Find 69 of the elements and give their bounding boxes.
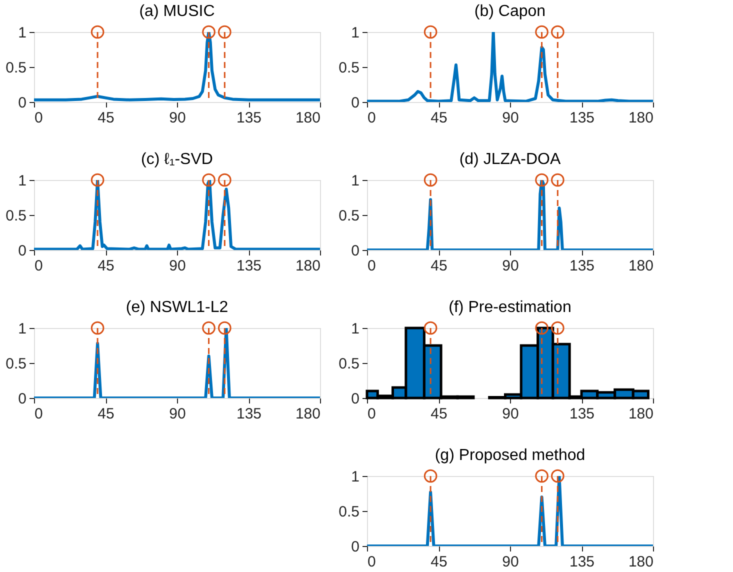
x-tick-label: 45 [430,110,448,126]
x-tick-label: 45 [98,406,114,422]
x-tick-label: 90 [502,110,519,126]
x-tick-label: 0 [368,554,376,570]
y-tick-label: 0 [18,390,26,408]
x-tick-label: 45 [98,258,114,274]
chart-title: (f) Pre-estimation [448,299,572,316]
x-tick-label: 90 [502,258,519,274]
x-tick-label: 90 [169,406,186,422]
y-tick-label: 1 [351,468,360,486]
y-tick-label: 0.5 [6,208,26,224]
x-tick-label: 180 [628,554,654,570]
line-series [34,328,320,398]
x-tick-label: 180 [628,258,654,274]
line-series [367,32,653,102]
x-tick-label: 180 [295,406,320,422]
y-tick-label: 0.5 [6,356,26,372]
line-series [34,32,320,102]
x-tick-label: 90 [502,406,519,422]
x-tick-label: 45 [430,406,448,422]
x-tick-label: 45 [430,258,448,274]
x-tick-label: 135 [236,258,262,274]
x-tick-label: 0 [34,258,43,274]
y-tick-label: 0 [18,94,26,112]
y-tick-label: 0.5 [338,208,360,224]
x-tick-label: 135 [236,406,262,422]
x-tick-label: 135 [569,110,595,126]
y-tick-label: 1 [18,24,26,42]
y-tick-label: 1 [351,24,360,42]
y-tick-label: 1 [351,172,360,190]
x-tick-label: 180 [295,258,320,274]
y-tick-label: 1 [18,320,26,338]
y-tick-label: 1 [351,320,360,338]
x-tick-label: 90 [169,258,186,274]
x-tick-label: 90 [169,110,186,126]
y-tick-label: 0 [351,242,360,260]
y-tick-label: 0.5 [338,356,360,372]
chart-title: (c) ℓ₁-SVD [141,151,213,168]
x-tick-label: 0 [34,110,43,126]
x-tick-label: 135 [569,406,595,422]
x-tick-label: 180 [628,110,654,126]
x-tick-label: 135 [236,110,262,126]
y-tick-label: 0 [351,390,360,408]
y-tick-label: 1 [18,172,26,190]
x-tick-label: 45 [430,554,448,570]
line-series [367,476,653,546]
line-series [34,180,320,250]
chart-title: (d) JLZA-DOA [459,151,561,168]
chart-title: (a) MUSIC [139,3,215,20]
y-tick-label: 0 [351,94,360,112]
chart-title: (b) Capon [474,3,546,20]
y-tick-label: 0 [18,242,26,260]
y-tick-label: 0.5 [338,504,360,520]
y-tick-label: 0 [351,538,360,556]
y-tick-label: 0.5 [6,60,26,76]
chart-title: (e) NSWL1-L2 [126,299,228,316]
x-tick-label: 135 [569,554,595,570]
x-tick-label: 135 [569,258,595,274]
x-tick-label: 180 [628,406,654,422]
x-tick-label: 0 [368,110,376,126]
x-tick-label: 180 [295,110,320,126]
y-tick-label: 0.5 [338,60,360,76]
x-tick-label: 0 [368,406,376,422]
x-tick-label: 45 [98,110,114,126]
line-series [367,180,653,250]
chart-title: (g) Proposed method [434,447,586,464]
x-tick-label: 0 [368,258,376,274]
x-tick-label: 0 [34,406,43,422]
x-tick-label: 90 [502,554,519,570]
